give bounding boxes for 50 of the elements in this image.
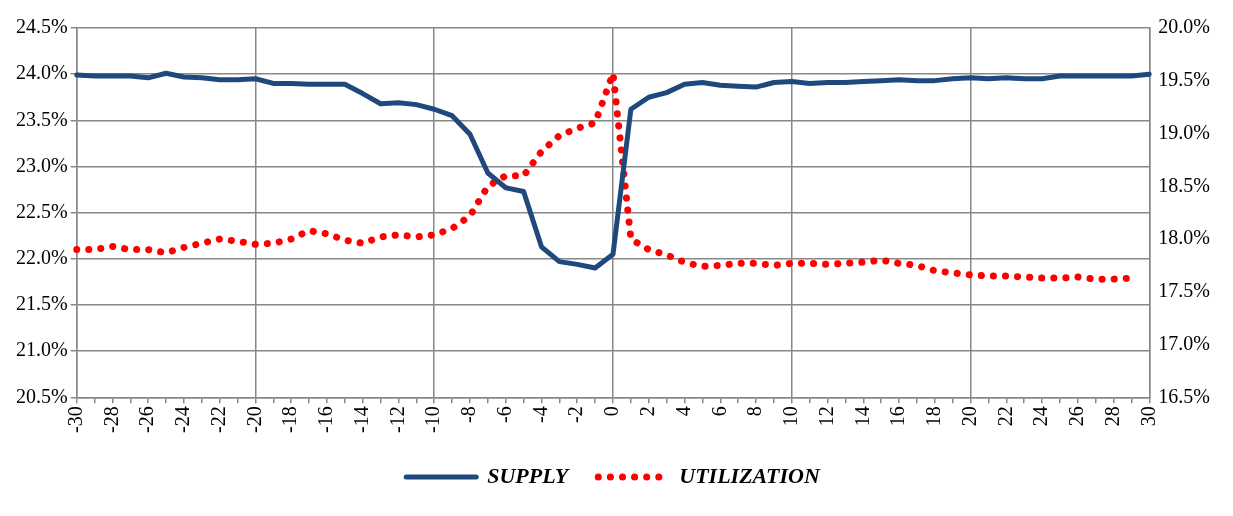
x-tick-label: 2 <box>636 406 659 417</box>
y-tick-label: 23.0% <box>15 153 68 176</box>
y2-tick-label: 19.0% <box>1158 120 1211 143</box>
y-tick-label: 24.0% <box>15 61 68 84</box>
x-tick-label: -20 <box>242 406 265 434</box>
x-tick-label: -28 <box>99 406 122 434</box>
y-tick-label: 24.5% <box>15 15 68 38</box>
y-tick-label: 21.5% <box>15 292 68 315</box>
y-tick-label: 20.5% <box>15 384 68 407</box>
x-tick-label: -8 <box>457 406 480 424</box>
x-tick-label: -10 <box>421 406 444 434</box>
x-tick-label: 18 <box>922 406 945 427</box>
x-tick-label: 8 <box>743 406 766 417</box>
x-tick-label: 28 <box>1100 406 1123 427</box>
x-tick-label: -2 <box>564 406 587 424</box>
x-tick-label: 14 <box>850 406 873 427</box>
y2-tick-label: 17.0% <box>1158 331 1211 354</box>
x-tick-label: 0 <box>600 406 623 417</box>
x-tick-label: -30 <box>63 406 86 434</box>
x-tick-label: 12 <box>814 406 837 427</box>
y2-tick-label: 20.0% <box>1158 15 1211 38</box>
x-tick-label: 30 <box>1136 406 1159 427</box>
y-tick-label: 22.0% <box>15 246 68 269</box>
x-tick-label: -24 <box>171 406 194 434</box>
x-tick-label: 22 <box>993 406 1016 427</box>
x-tick-label: -4 <box>528 406 551 424</box>
y2-tick-label: 18.5% <box>1158 173 1211 196</box>
y-tick-label: 22.5% <box>15 199 68 222</box>
x-tick-label: 16 <box>886 406 909 427</box>
x-tick-label: 4 <box>671 406 694 417</box>
x-tick-label: 26 <box>1065 406 1088 427</box>
x-tick-label: 20 <box>957 406 980 427</box>
x-tick-label: -18 <box>278 406 301 434</box>
x-tick-label: -22 <box>206 406 229 434</box>
legend-label: UTILIZATION <box>679 462 821 488</box>
x-tick-label: 6 <box>707 406 730 417</box>
x-tick-label: 10 <box>779 406 802 427</box>
y2-tick-label: 19.5% <box>1158 68 1211 91</box>
x-tick-label: 24 <box>1029 406 1052 427</box>
x-tick-label: -26 <box>135 406 158 434</box>
y-tick-label: 21.0% <box>15 338 68 361</box>
y2-tick-label: 16.5% <box>1158 384 1211 407</box>
x-tick-label: -14 <box>349 406 372 434</box>
y2-tick-label: 18.0% <box>1158 226 1211 249</box>
y2-tick-label: 17.5% <box>1158 279 1211 302</box>
x-tick-label: -12 <box>385 406 408 434</box>
x-tick-label: -6 <box>492 406 515 424</box>
x-tick-label: -16 <box>314 406 337 434</box>
y-tick-label: 23.5% <box>15 107 68 130</box>
legend-label: SUPPLY <box>487 462 571 488</box>
